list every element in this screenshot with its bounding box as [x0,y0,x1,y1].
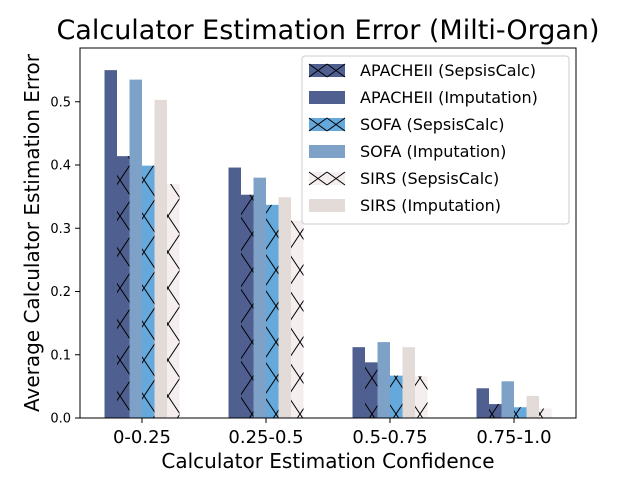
x-tick-label: 0.5-0.75 [352,427,427,448]
legend-swatch-apacheii-imputation [309,91,345,104]
legend-label-apacheii-sepsiscalc: APACHEII (SepsisCalc) [360,61,536,80]
y-tick-label: 0.5 [50,95,71,110]
y-tick-label: 0.3 [50,222,71,237]
bar-sofa-imputation-1 [129,79,142,418]
legend-label-sirs-sepsiscalc: SIRS (SepsisCalc) [360,169,499,188]
y-tick-label: 0.0 [50,412,71,427]
y-tick-label: 0.2 [50,285,71,300]
bar-sofa-imputation-2 [253,177,266,418]
legend-label-apacheii-imputation: APACHEII (Imputation) [360,88,538,107]
bar-apacheii-imputation-3 [352,347,365,418]
bar-hatch-apacheii-sepsiscalc-1 [117,156,130,418]
bar-hatch-sofa-sepsiscalc-3 [390,375,403,418]
bars-layer [104,70,552,418]
bar-sirs-imputation-4 [526,395,539,418]
legend-swatch-sofa-imputation [309,145,345,158]
x-tick-label: 0.25-0.5 [228,427,303,448]
bar-sofa-imputation-4 [501,381,514,418]
bar-sirs-imputation-1 [154,99,167,418]
legend-box [301,55,570,225]
bar-hatch-sofa-sepsiscalc-4 [514,407,527,418]
bar-apacheii-imputation-2 [228,167,241,418]
legend-hatch-sofa-sepsiscalc [308,117,346,132]
x-tick-label: 0-0.25 [113,427,171,448]
y-axis: 0.0 0.1 0.2 0.3 0.4 0.5 [50,95,80,427]
bar-hatch-apacheii-sepsiscalc-3 [365,362,378,418]
x-axis-label: Calculator Estimation Confidence [161,449,494,473]
legend-swatch-sirs-imputation [309,199,345,212]
x-tick-label: 0.75-1.0 [476,427,551,448]
chart-title: Calculator Estimation Error (Milti-Organ… [56,15,599,46]
legend-swatch-sirs-sepsiscalc [309,172,345,185]
bar-sirs-imputation-2 [278,197,291,418]
bar-apacheii-imputation-1 [104,70,117,418]
legend-swatch-apacheii-sepsiscalc [309,64,345,77]
legend-label-sirs-imputation: SIRS (Imputation) [360,196,501,215]
bar-hatch-apacheii-sepsiscalc-4 [489,404,502,418]
legend-hatch-apacheii-sepsiscalc [308,63,346,78]
bar-sirs-imputation-3 [402,347,415,418]
bar-sofa-imputation-3 [377,342,390,418]
legend-swatch-sofa-sepsiscalc [309,118,345,131]
bar-hatch-sofa-sepsiscalc-1 [142,165,155,418]
x-axis: 0-0.25 0.25-0.5 0.5-0.75 0.75-1.0 [113,418,552,448]
legend-label-sofa-sepsiscalc: SOFA (SepsisCalc) [360,115,505,134]
bar-hatch-sirs-sepsiscalc-4 [539,408,552,418]
legend: APACHEII (SepsisCalc) APACHEII (Imputatio… [301,55,570,225]
y-axis-label: Average Calculator Estimation Error [20,53,44,412]
bar-hatch-sirs-sepsiscalc-2 [291,220,304,418]
y-tick-label: 0.4 [50,159,71,174]
plot-frame [79,47,577,419]
legend-hatch-sirs-sepsiscalc [308,171,346,186]
bar-hatch-sirs-sepsiscalc-1 [167,183,180,418]
bar-hatch-sofa-sepsiscalc-2 [266,204,279,418]
bar-apacheii-imputation-4 [476,388,489,418]
legend-label-sofa-imputation: SOFA (Imputation) [360,142,506,161]
bar-hatch-apacheii-sepsiscalc-2 [241,194,254,418]
y-tick-label: 0.1 [50,348,71,363]
bar-hatch-sirs-sepsiscalc-3 [415,376,428,418]
